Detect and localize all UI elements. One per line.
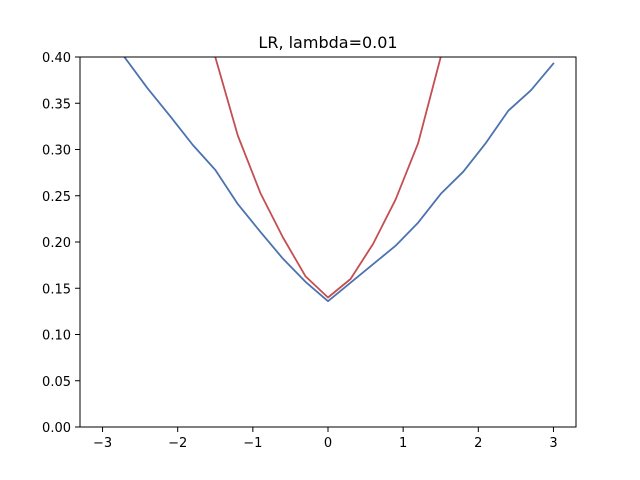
x-tick-label: −2	[168, 436, 187, 451]
chart-title: LR, lambda=0.01	[258, 33, 397, 52]
series-layer	[123, 57, 555, 303]
y-tick-label: 0.10	[42, 329, 71, 344]
y-tick-label: 0.25	[42, 190, 71, 205]
x-axis: −3 −2 −1 0 1 2 3	[93, 427, 558, 451]
y-tick-label: 0.15	[42, 282, 71, 297]
x-tick-label: −1	[243, 436, 262, 451]
y-tick-label: 0.20	[42, 236, 71, 251]
x-tick-label: −3	[93, 436, 112, 451]
series-line-1	[123, 57, 555, 303]
y-tick-label: 0.00	[42, 421, 71, 436]
x-tick-label: 1	[399, 436, 407, 451]
y-tick-label: 0.40	[42, 51, 71, 66]
plot-frame	[79, 56, 577, 428]
x-tick-label: 3	[549, 436, 557, 451]
y-tick-label: 0.30	[42, 144, 71, 159]
x-tick-label: 0	[324, 436, 332, 451]
y-axis: 0.00 0.05 0.10 0.15 0.20 0.25 0.30 0.35 0.40	[42, 51, 80, 436]
x-tick-label: 2	[474, 436, 482, 451]
series-line-2	[214, 57, 442, 299]
y-tick-label: 0.05	[42, 375, 71, 390]
y-tick-label: 0.35	[42, 97, 71, 112]
